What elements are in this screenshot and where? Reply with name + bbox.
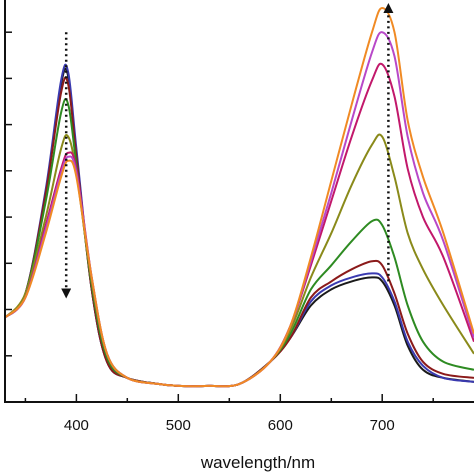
x-tick-label: 600 xyxy=(268,417,293,434)
series-line-8 xyxy=(5,7,474,388)
x-axis-label: wavelength/nm xyxy=(200,453,315,472)
x-tick-label: 400 xyxy=(64,417,89,434)
x-tick-label: 500 xyxy=(166,417,191,434)
x-tick-label: 700 xyxy=(370,417,395,434)
series-line-3 xyxy=(5,76,474,388)
